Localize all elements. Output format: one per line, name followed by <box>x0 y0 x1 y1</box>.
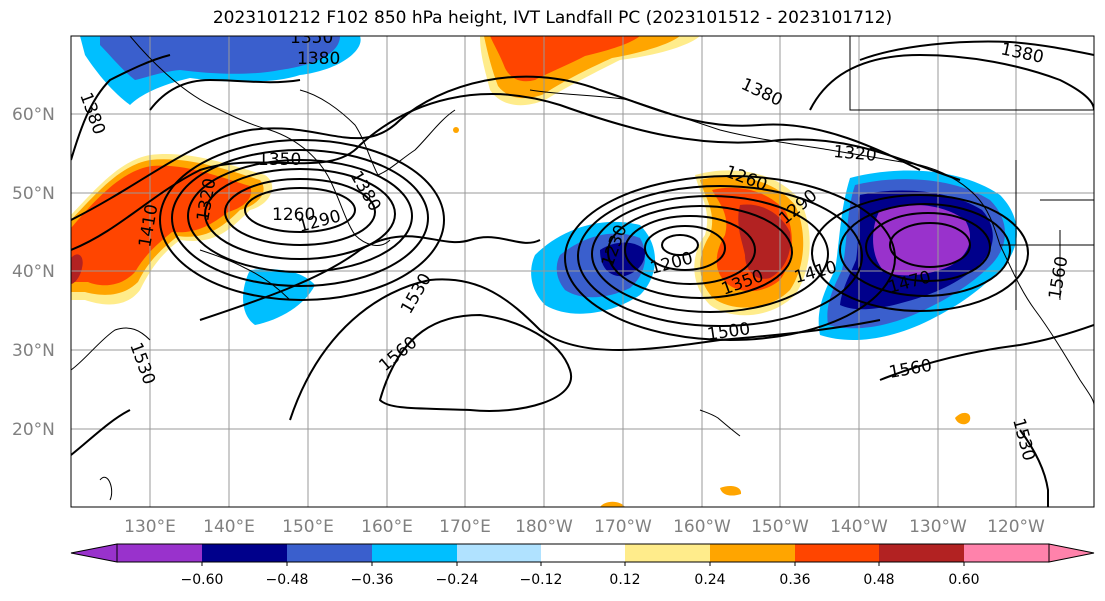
colorbar-bin <box>879 544 964 562</box>
lat-label-50n: 50°N <box>12 184 55 204</box>
colorbar: −0.60 −0.48 −0.36 −0.24 −0.12 0.12 0.24 … <box>70 543 1095 588</box>
colorbar-bin <box>287 544 372 562</box>
colorbar-bin <box>541 544 625 562</box>
colorbar-low-extend <box>70 543 118 563</box>
colorbar-bin <box>372 544 457 562</box>
colorbar-bin <box>117 544 202 562</box>
colorbar-bin <box>625 544 710 562</box>
colorbar-tick-label: 0.24 <box>694 572 725 588</box>
lon-label: 150°W <box>751 517 809 537</box>
colorbar-tick-label: −0.48 <box>266 572 309 588</box>
lat-label-60n: 60°N <box>12 105 55 125</box>
lon-label: 170°W <box>594 517 652 537</box>
contour-label: 1380 <box>297 49 340 69</box>
lat-label-40n: 40°N <box>12 262 55 282</box>
colorbar-tick-label: 0.36 <box>779 572 810 588</box>
lat-label-20n: 20°N <box>12 420 55 440</box>
latitude-labels: 60°N 50°N 40°N 30°N 20°N <box>12 105 55 440</box>
lat-label-30n: 30°N <box>12 341 55 361</box>
colorbar-tick-label: −0.60 <box>181 572 224 588</box>
lon-label: 130°E <box>124 517 176 537</box>
coastlines <box>71 36 1094 501</box>
colorbar-outline <box>116 543 1050 563</box>
colorbar-bin <box>457 544 541 562</box>
contour-label: 1320 <box>833 142 878 166</box>
lon-label: 120°W <box>987 517 1045 537</box>
colorbar-bin <box>795 544 879 562</box>
contour-label: 1260 <box>272 205 315 225</box>
lon-label: 140°E <box>203 517 255 537</box>
contour-label: 1350 <box>290 28 333 48</box>
map-frame <box>70 35 1095 508</box>
colorbar-tick-label: 0.48 <box>863 572 894 588</box>
lon-label: 160°E <box>361 517 413 537</box>
graticule <box>71 36 1094 507</box>
lon-label: 140°W <box>830 517 888 537</box>
lon-label: 130°W <box>909 517 967 537</box>
lon-label: 150°E <box>282 517 334 537</box>
colorbar-high-extend <box>1048 543 1095 563</box>
colorbar-tick-label: −0.24 <box>436 572 479 588</box>
colorbar-tick-label: −0.36 <box>351 572 394 588</box>
colorbar-bin <box>964 544 1049 562</box>
contour-label: 1350 <box>258 150 301 170</box>
colorbar-tick-label: 0.12 <box>609 572 640 588</box>
map-title: 2023101212 F102 850 hPa height, IVT Land… <box>212 8 893 28</box>
colorbar-bin <box>710 544 795 562</box>
lon-label: 180°W <box>515 517 573 537</box>
lon-label: 160°W <box>673 517 731 537</box>
height-contours <box>71 40 1094 507</box>
longitude-labels: 130°E 140°E 150°E 160°E 170°E 180°W 170°… <box>124 517 1045 537</box>
colorbar-tick-label: −0.12 <box>520 572 563 588</box>
colorbar-tick-label: 0.60 <box>948 572 979 588</box>
colorbar-bin <box>202 544 287 562</box>
lon-label: 170°E <box>439 517 491 537</box>
